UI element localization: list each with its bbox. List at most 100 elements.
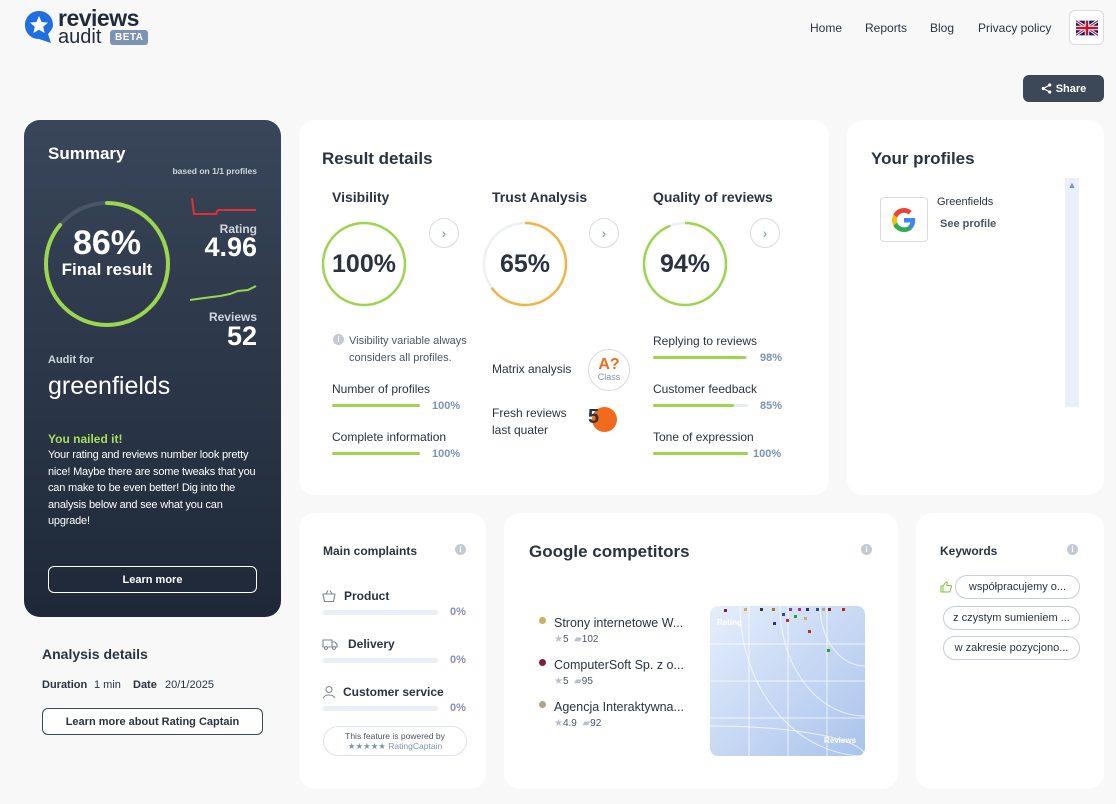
your-profiles-title: Your profiles <box>871 149 975 168</box>
learn-more-rating-captain-button[interactable]: Learn more about Rating Captain <box>42 708 263 735</box>
nailed-heading: You nailed it! <box>48 432 123 446</box>
keyword-chip[interactable]: współpracujemy o... <box>955 575 1080 599</box>
matrix-class-label: Class <box>597 372 621 382</box>
share-icon <box>1041 83 1052 94</box>
result-details-title: Result details <box>322 149 433 168</box>
powered-by-brand: RatingCaptain <box>388 741 443 751</box>
trust-value: 65% <box>499 250 551 278</box>
quality-details-button[interactable]: › <box>750 218 780 248</box>
final-result-label: Final result <box>61 260 153 279</box>
audit-name: greenfields <box>48 372 171 400</box>
google-logo <box>880 197 928 242</box>
complaint-customer-service-value: 0% <box>450 702 466 714</box>
info-icon[interactable]: i <box>1067 544 1078 555</box>
comment-icon: ▰ <box>574 634 582 645</box>
rating-label: Rating <box>219 222 257 236</box>
powered-by-text: This feature is powered by <box>345 731 445 741</box>
customer-feedback-value: 85% <box>760 400 783 412</box>
visibility-gauge <box>321 221 407 307</box>
google-competitors-card: Google competitors i Strony internetowe … <box>504 513 898 789</box>
trust-gauge <box>482 221 568 307</box>
powered-by-badge: This feature is powered by ★★★★★ RatingC… <box>323 726 467 756</box>
competitor-stats: ★5 ▰102 <box>554 634 599 645</box>
final-result-gauge <box>44 201 170 327</box>
reviews-label: Reviews <box>208 310 257 324</box>
language-switcher[interactable] <box>1069 10 1104 45</box>
visibility-details-button[interactable]: › <box>429 218 459 248</box>
fresh-reviews-period-label: last quater <box>492 423 549 437</box>
competitor-name[interactable]: ComputerSoft Sp. z o... <box>554 658 684 672</box>
summary-title: Summary <box>48 144 126 163</box>
matrix-class-badge: A? Class <box>588 349 630 391</box>
summary-message: Your rating and reviews number look pret… <box>48 449 256 527</box>
duration-label: Duration <box>42 679 88 691</box>
competitors-scatter-chart: Rating Reviews <box>710 606 865 756</box>
based-on-text: based on 1/1 profiles <box>172 166 257 176</box>
number-of-profiles-value: 100% <box>432 400 461 412</box>
competitor-color-dot <box>539 617 546 624</box>
logo-icon <box>25 11 53 43</box>
uk-flag-icon <box>1075 19 1098 36</box>
complaint-customer-service-label: Customer service <box>343 685 444 699</box>
share-button[interactable]: Share <box>1023 75 1104 102</box>
comment-icon: ▰ <box>574 676 582 687</box>
chevron-right-icon: › <box>601 225 607 241</box>
brand-subname: audit <box>58 26 102 48</box>
person-icon <box>322 685 336 699</box>
chevron-right-icon: › <box>441 225 447 241</box>
brand-name: reviews <box>58 5 139 31</box>
visibility-value: 100% <box>332 250 396 278</box>
profiles-scrollbar[interactable]: ▲ <box>1065 178 1079 407</box>
nav-home[interactable]: Home <box>810 21 843 35</box>
comment-icon: ▰ <box>582 718 591 729</box>
nav-reports[interactable]: Reports <box>865 21 908 35</box>
keyword-chip[interactable]: z czystym sumieniem ... <box>943 606 1080 630</box>
complete-information-value: 100% <box>432 448 461 460</box>
matrix-analysis-label: Matrix analysis <box>492 362 572 376</box>
complaint-product-bar <box>323 610 438 615</box>
learn-more-button[interactable]: Learn more <box>48 566 257 593</box>
google-icon <box>892 207 916 232</box>
customer-feedback-bar <box>653 404 748 407</box>
chevron-right-icon: › <box>762 225 768 241</box>
main-complaints-card: Main complaints i Product 0% Delivery 0%… <box>299 513 486 789</box>
quality-title: Quality of reviews <box>653 189 773 205</box>
reviews-trend-line <box>190 285 257 301</box>
competitor-name[interactable]: Strony internetowe W... <box>554 616 684 630</box>
tone-bar <box>653 452 748 455</box>
number-of-profiles-bar <box>332 404 420 407</box>
date-value: 20/1/2025 <box>165 679 214 691</box>
matrix-grade: A? <box>598 356 620 373</box>
trust-title: Trust Analysis <box>492 189 588 205</box>
keywords-card: Keywords i współpracujemy o... z czystym… <box>916 513 1104 789</box>
keyword-chip[interactable]: w zakresie pozycjono... <box>943 636 1080 660</box>
complaint-delivery-label: Delivery <box>348 637 395 651</box>
visibility-note: Visibility variable always considers all… <box>349 335 467 364</box>
analysis-title: Analysis details <box>42 646 148 662</box>
your-profiles-card: Your profiles Greenfields See profile ▲ <box>847 120 1104 495</box>
final-result-percent: 86% <box>72 224 142 262</box>
replying-bar <box>653 356 748 359</box>
stars-icon: ★★★★★ <box>347 741 389 751</box>
complaint-delivery-value: 0% <box>450 654 466 666</box>
chart-reviews-label: Reviews <box>824 736 857 745</box>
reviews-value: 52 <box>226 321 257 351</box>
competitor-name[interactable]: Agencja Interaktywna... <box>554 700 684 714</box>
visibility-title: Visibility <box>332 189 390 205</box>
info-icon[interactable]: i <box>455 544 466 555</box>
star-icon: ★ <box>554 634 563 645</box>
number-of-profiles-label: Number of profiles <box>332 382 431 396</box>
nav-blog[interactable]: Blog <box>930 21 955 35</box>
trust-details-button[interactable]: › <box>589 218 619 248</box>
summary-card: Summary based on 1/1 profiles 86% Final … <box>24 120 281 617</box>
rating-trend-line <box>191 197 256 215</box>
google-competitors-title: Google competitors <box>529 542 690 561</box>
replying-value: 98% <box>760 352 783 364</box>
info-icon[interactable]: i <box>861 544 872 555</box>
nav-privacy-policy[interactable]: Privacy policy <box>978 21 1052 35</box>
see-profile-link[interactable]: See profile <box>940 218 997 230</box>
scroll-up-icon[interactable]: ▲ <box>1067 180 1077 190</box>
chart-rating-label: Rating <box>717 618 742 627</box>
complaint-delivery-bar <box>323 658 438 663</box>
date-label: Date <box>133 679 157 691</box>
